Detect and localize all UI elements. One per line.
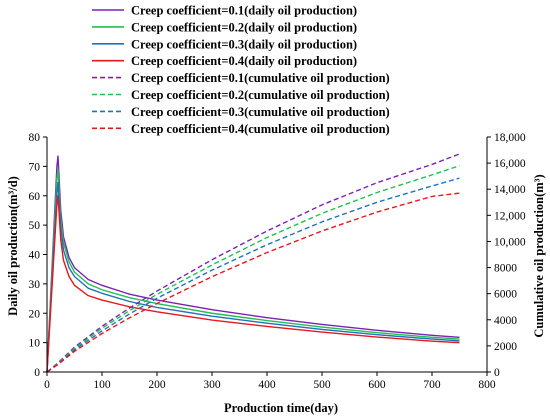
x-axis-title: Production time(day) [224, 401, 338, 415]
daily-series-line-2 [46, 168, 460, 373]
legend-item: Creep coefficient=0.1(cumulative oil pro… [92, 71, 390, 85]
x-tick-label: 500 [313, 379, 331, 391]
legend-item: Creep coefficient=0.2(cumulative oil pro… [92, 88, 390, 102]
legend-item: Creep coefficient=0.1(daily oil producti… [92, 4, 357, 18]
y-left-tick-label: 40 [29, 250, 41, 262]
y-left-tick-label: 20 [29, 308, 41, 320]
plot-area: 0 100 200 300 400 500 600 700 800010203040506070… [29, 132, 526, 391]
legend-item: Creep coefficient=0.2(daily oil producti… [92, 20, 357, 34]
daily-series-line-4 [46, 195, 460, 373]
daily-series-line-3 [46, 181, 460, 373]
x-tick-label: 100 [93, 379, 111, 391]
y-left-tick-label: 50 [29, 220, 41, 232]
legend-label: Creep coefficient=0.1(cumulative oil pro… [131, 71, 390, 85]
legend-label: Creep coefficient=0.4(cumulative oil pro… [131, 122, 390, 136]
x-tick-label: 200 [148, 379, 166, 391]
y-axis-left-title: Daily oil production(m³/d) [6, 176, 20, 316]
y-right-tick-label: 12,000 [494, 210, 526, 222]
y-axis-right-title: Cumulative oil production(m³) [532, 174, 546, 337]
cumulative-series-line-6 [46, 165, 460, 373]
legend-item: Creep coefficient=0.3(cumulative oil pro… [92, 105, 390, 119]
series-layer [46, 153, 460, 373]
y-right-tick-label: 2000 [494, 341, 517, 353]
x-tick-label: 400 [258, 379, 276, 391]
x-tick-label: 0 [44, 379, 50, 391]
y-right-tick-label: 18,000 [494, 132, 526, 144]
legend: Creep coefficient=0.1(daily oil producti… [92, 4, 390, 136]
x-tick-label: 800 [478, 379, 496, 391]
legend-label: Creep coefficient=0.2(daily oil producti… [131, 20, 357, 34]
axes-layer: 0 100 200 300 400 500 600 700 800010203040506070… [29, 132, 526, 391]
legend-label: Creep coefficient=0.3(cumulative oil pro… [131, 105, 390, 119]
y-left-tick-label: 10 [29, 338, 41, 350]
cumulative-series-line-5 [46, 153, 460, 373]
y-left-tick-label: 70 [29, 161, 41, 173]
legend-label: Creep coefficient=0.1(daily oil producti… [131, 4, 357, 18]
y-right-tick-label: 14,000 [494, 184, 526, 196]
cumulative-series-line-8 [46, 192, 460, 373]
legend-label: Creep coefficient=0.4(daily oil producti… [131, 54, 357, 68]
daily-series-line-1 [46, 155, 460, 373]
y-right-tick-label: 16,000 [494, 158, 526, 170]
x-tick-label: 700 [423, 379, 441, 391]
y-right-tick-label: 8000 [494, 263, 517, 275]
y-left-tick-label: 30 [29, 279, 41, 291]
legend-label: Creep coefficient=0.3(daily oil producti… [131, 37, 357, 51]
legend-label: Creep coefficient=0.2(cumulative oil pro… [131, 88, 390, 102]
legend-item: Creep coefficient=0.4(daily oil producti… [92, 54, 357, 68]
y-left-tick-label: 80 [29, 132, 41, 144]
y-left-tick-label: 60 [29, 191, 41, 203]
y-right-tick-label: 10,000 [494, 236, 526, 248]
x-tick-label: 600 [368, 379, 386, 391]
y-left-tick-label: 0 [34, 367, 40, 379]
x-tick-label: 300 [203, 379, 221, 391]
y-right-tick-label: 0 [494, 367, 500, 379]
y-right-tick-label: 6000 [494, 289, 517, 301]
legend-item: Creep coefficient=0.4(cumulative oil pro… [92, 122, 390, 136]
cumulative-series-line-7 [46, 177, 460, 373]
legend-item: Creep coefficient=0.3(daily oil producti… [92, 37, 357, 51]
y-right-tick-label: 4000 [494, 315, 517, 327]
